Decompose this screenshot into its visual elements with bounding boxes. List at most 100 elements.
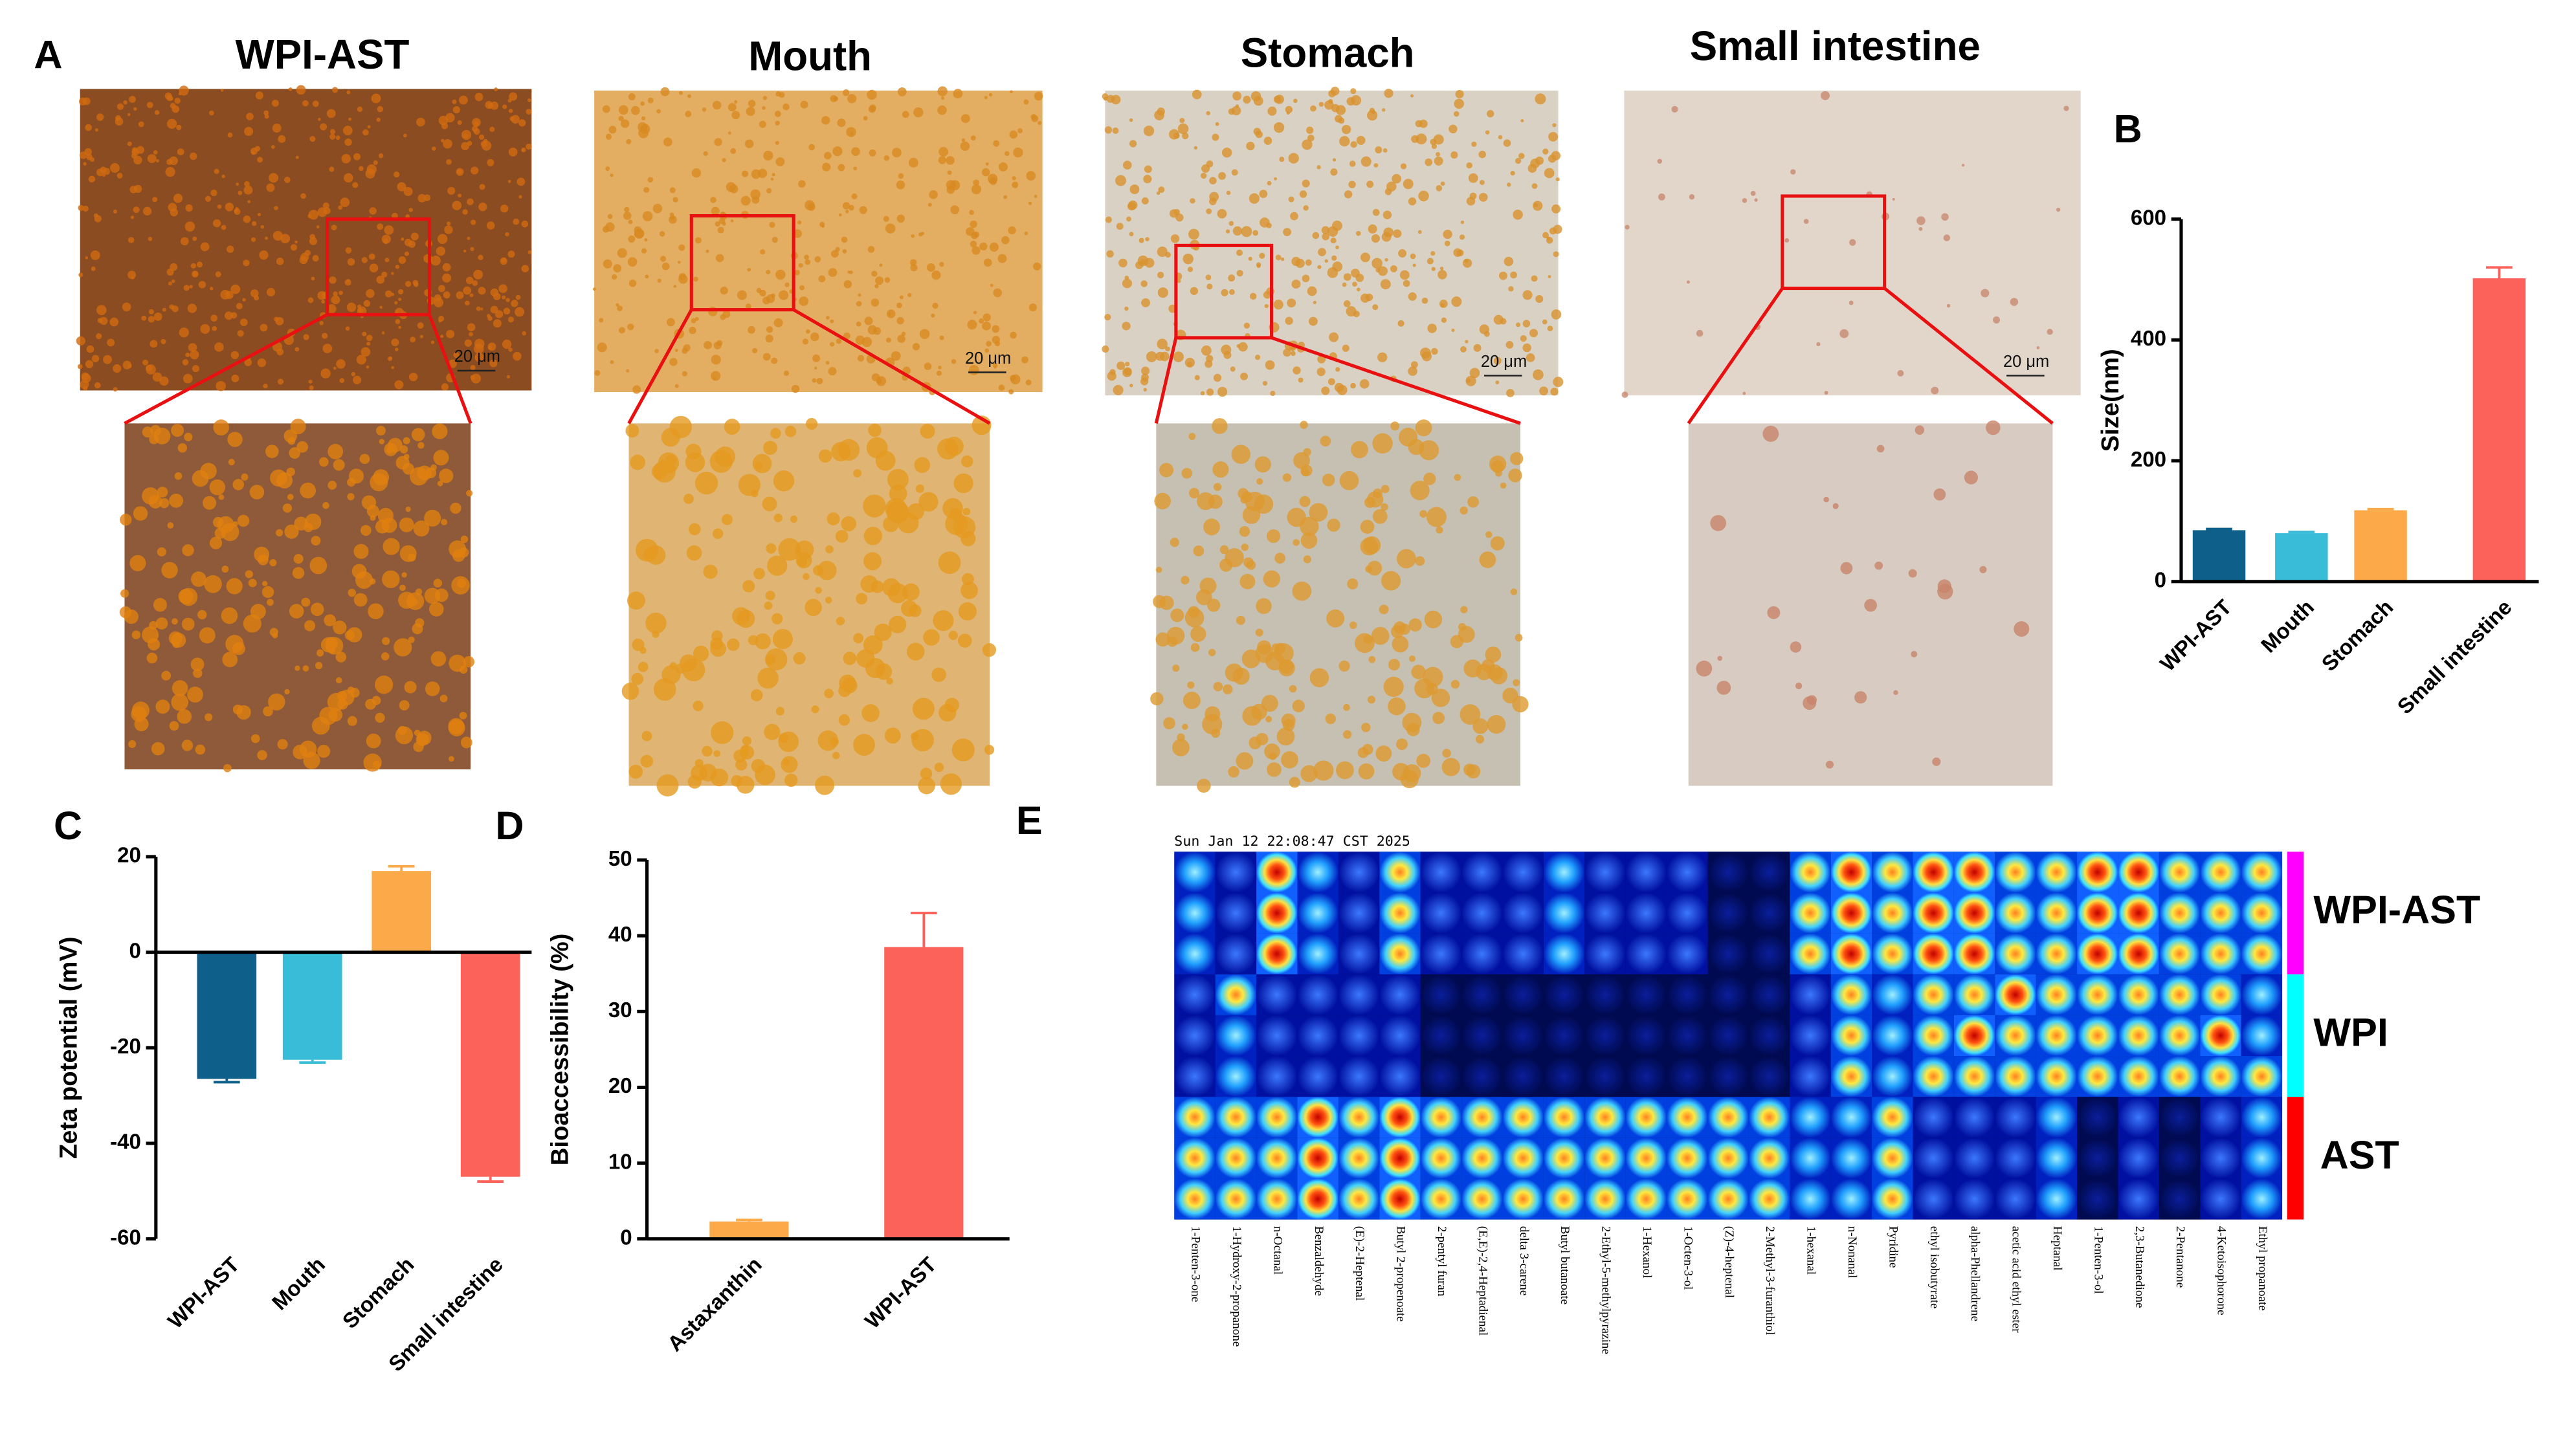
droplet (516, 177, 526, 186)
droplet (486, 314, 491, 318)
droplet (345, 326, 350, 331)
droplet (1208, 648, 1216, 657)
droplet (1460, 606, 1468, 613)
droplet (1106, 250, 1114, 258)
droplet (1200, 391, 1205, 395)
droplet (1254, 456, 1271, 473)
droplet (90, 250, 100, 260)
droplet (1329, 332, 1339, 342)
droplet (375, 712, 385, 723)
droplet (470, 365, 476, 371)
heat-cell (1338, 933, 1380, 974)
droplet (1397, 320, 1405, 327)
droplet (173, 193, 183, 203)
y-tick-label: 200 (2131, 448, 2166, 472)
droplet (478, 287, 486, 295)
droplet (1206, 111, 1210, 116)
droplet (329, 129, 336, 135)
droplet (766, 270, 771, 275)
droplet (618, 116, 624, 122)
droplet (1961, 164, 1965, 167)
droplet (849, 270, 853, 274)
droplet (513, 218, 520, 225)
droplet (1245, 491, 1265, 512)
droplet (1273, 122, 1285, 133)
heat-cell (1790, 1138, 1831, 1179)
droplet (836, 338, 841, 344)
droplet (346, 627, 362, 643)
droplet (764, 601, 773, 610)
heat-cell (1790, 852, 1831, 893)
droplet (693, 276, 698, 282)
droplet (1213, 483, 1222, 491)
heat-cell (1667, 852, 1708, 893)
droplet (450, 502, 461, 514)
droplet (803, 573, 810, 580)
droplet (1864, 599, 1878, 612)
droplet (129, 555, 146, 571)
droplet (1300, 765, 1318, 782)
heat-cell (2159, 1056, 2201, 1097)
droplet (331, 225, 337, 231)
droplet (241, 473, 249, 481)
droplet (1360, 293, 1370, 303)
droplet (1346, 306, 1357, 317)
compound-label: Benzaldehyde (1312, 1226, 1326, 1296)
heat-cell (1543, 1178, 1585, 1220)
droplet (983, 258, 992, 267)
droplet (1289, 685, 1297, 693)
group-bar (2287, 1097, 2304, 1220)
droplet (1402, 712, 1422, 732)
droplet (225, 203, 234, 212)
droplet (1460, 704, 1481, 725)
droplet (295, 155, 299, 159)
compound-label: 1-Penten-3-one (1189, 1226, 1203, 1303)
droplet (97, 318, 103, 324)
droplet (592, 287, 596, 291)
droplet (300, 482, 316, 499)
compound-label: Ethyl propanoate (2256, 1226, 2269, 1311)
zoom-line (1687, 287, 1784, 424)
droplet (1918, 226, 1923, 231)
heat-cell (1256, 892, 1298, 934)
heat-cell (1953, 1097, 1995, 1138)
droplet (184, 432, 193, 441)
droplet (289, 604, 304, 619)
droplet (869, 149, 876, 157)
droplet (353, 544, 369, 559)
droplet (772, 628, 794, 650)
droplet (159, 498, 170, 509)
heat-cell (2159, 1015, 2201, 1057)
droplet (642, 211, 653, 221)
droplet (1432, 712, 1445, 725)
droplet (992, 325, 1000, 333)
droplet (182, 359, 189, 366)
droplet (1377, 352, 1388, 362)
droplet (1153, 595, 1166, 608)
droplet (432, 423, 448, 439)
droplet (170, 263, 178, 271)
droplet (1228, 108, 1235, 115)
droplet (527, 98, 531, 102)
droplet (1459, 234, 1465, 240)
heat-cell (1748, 974, 1790, 1015)
droplet (1241, 226, 1252, 237)
droplet (1762, 425, 1779, 442)
droplet (1486, 110, 1494, 118)
compound-label: n-Nonanal (1845, 1226, 1859, 1279)
droplet (841, 236, 848, 243)
compound-label: 1-Hexanol (1640, 1226, 1654, 1279)
droplet (1306, 126, 1314, 134)
heat-cell (1174, 852, 1216, 893)
droplet (632, 385, 641, 394)
droplet (423, 194, 431, 201)
droplet (1431, 144, 1438, 149)
heat-cell (1913, 1056, 1954, 1097)
droplet (466, 490, 473, 497)
droplet (652, 630, 660, 638)
heat-cell (1953, 852, 1995, 893)
droplet (1500, 318, 1507, 325)
heat-cell (1913, 933, 1954, 974)
droplet (1194, 375, 1200, 380)
droplet (107, 338, 115, 347)
